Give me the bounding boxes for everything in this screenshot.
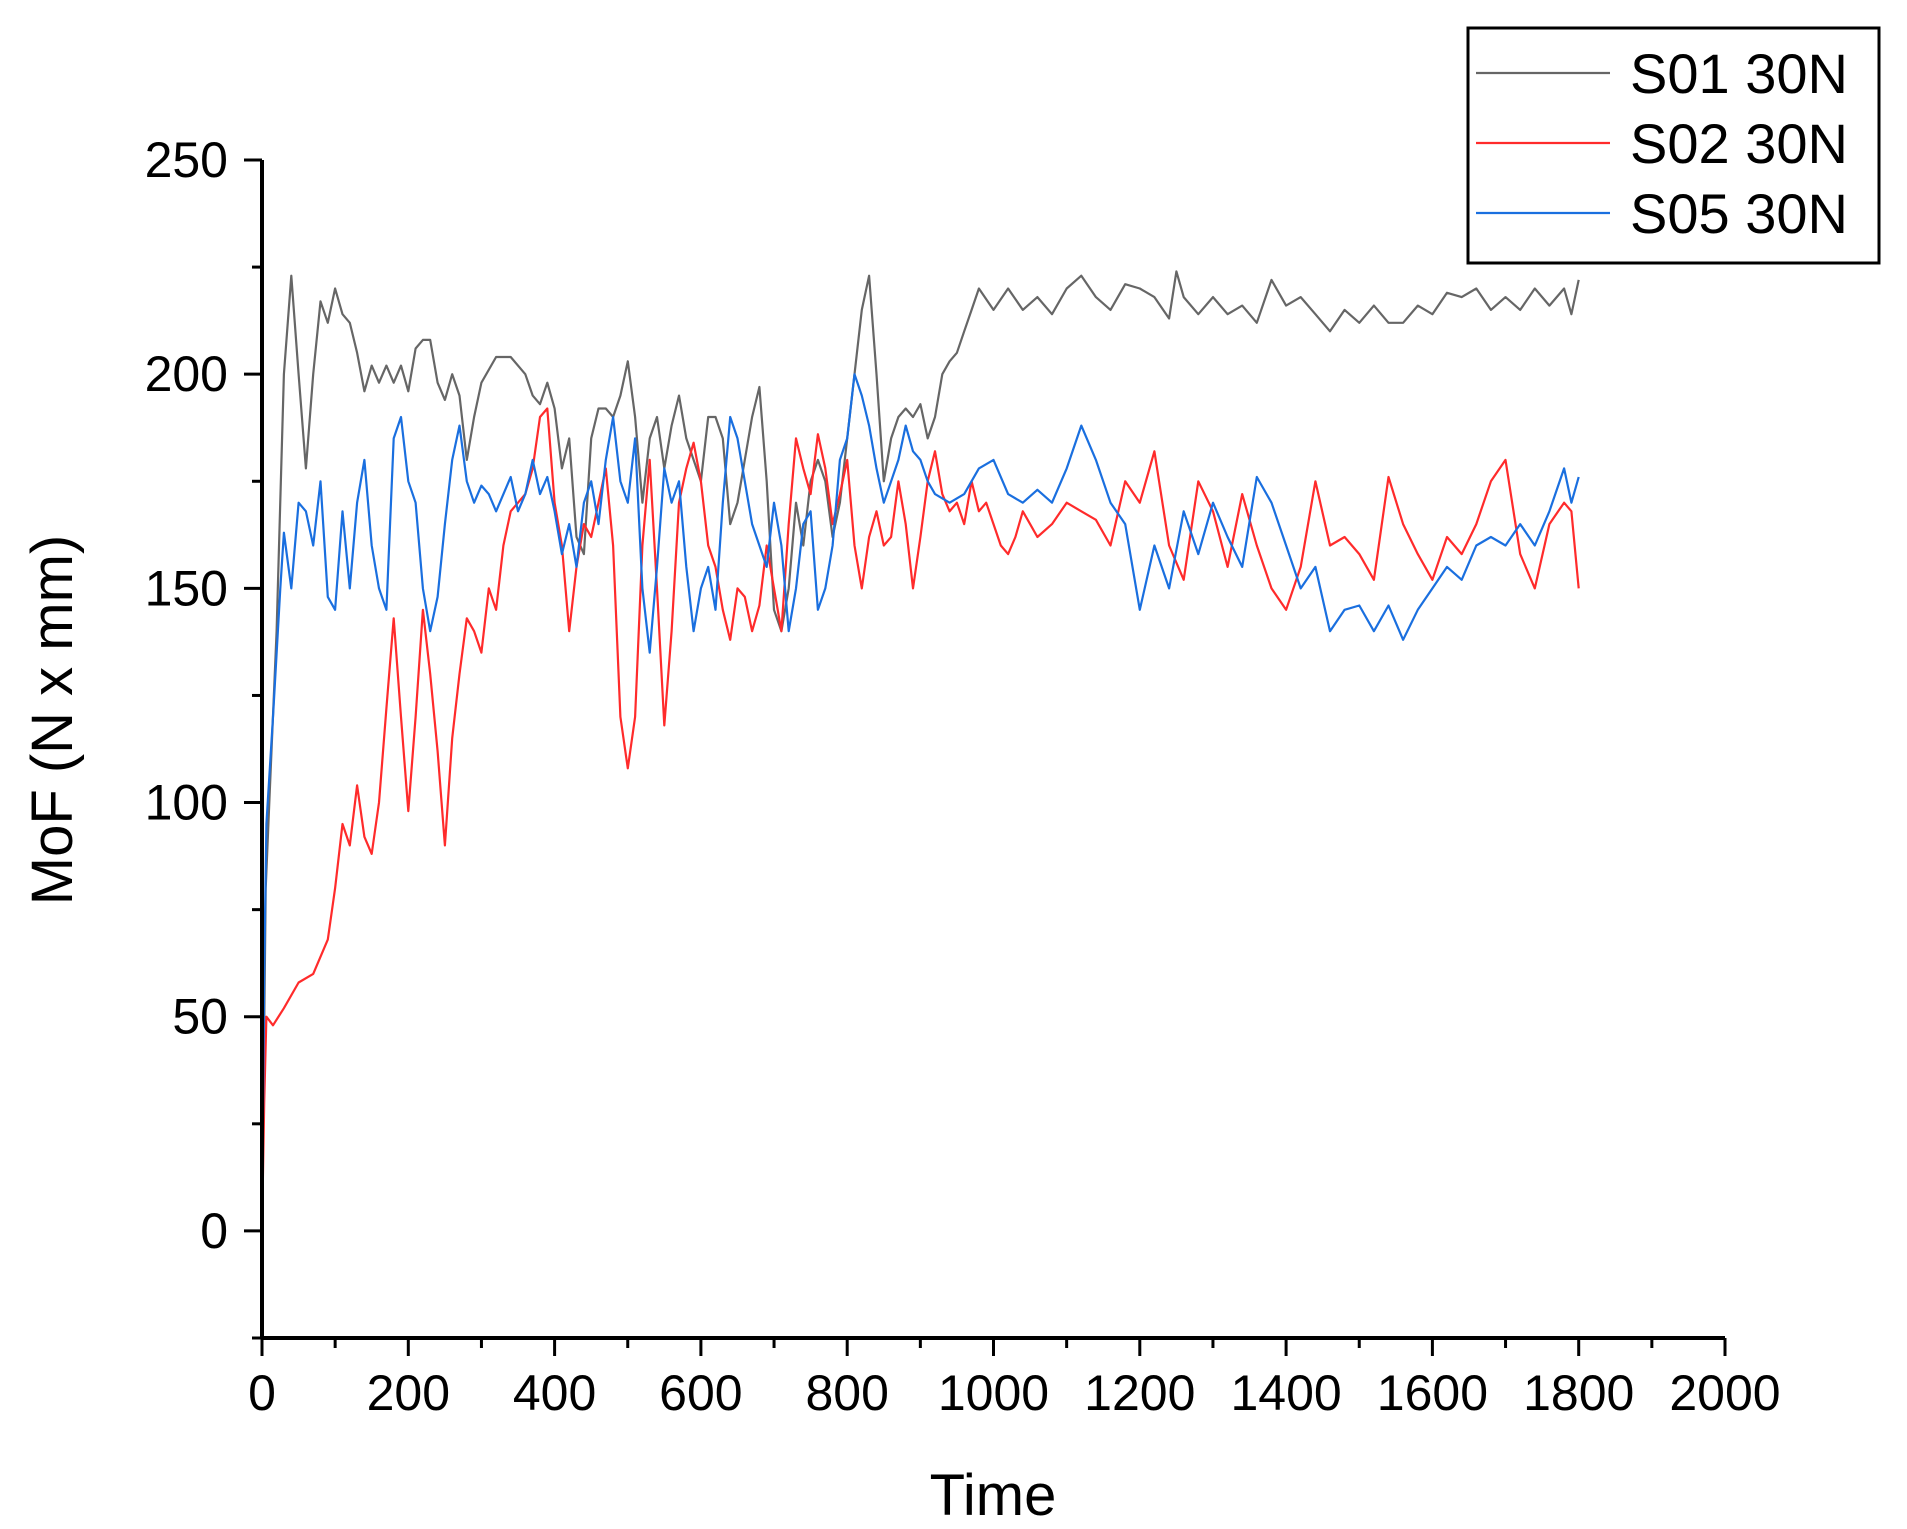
- x-tick-label: 2000: [1669, 1365, 1780, 1421]
- series-line-2: [260, 407, 1580, 1231]
- x-tick-label: 1200: [1084, 1365, 1195, 1421]
- x-tick-label: 1800: [1523, 1365, 1634, 1421]
- y-tick-label: 250: [145, 132, 228, 188]
- legend-box: [1466, 26, 1881, 265]
- y-tick-label: 200: [145, 346, 228, 402]
- legend-label-1: S01 30N: [1630, 42, 1848, 105]
- y-tick-label: 50: [172, 989, 228, 1045]
- x-tick-label: 1400: [1230, 1365, 1341, 1421]
- y-tick-label: 150: [145, 560, 228, 616]
- y-tick-label: 0: [200, 1203, 228, 1259]
- x-tick-label: 1600: [1377, 1365, 1488, 1421]
- x-tick-label: 800: [805, 1365, 888, 1421]
- x-tick-label: 600: [659, 1365, 742, 1421]
- legend-label-2: S02 30N: [1630, 112, 1848, 175]
- x-tick-label: 200: [367, 1365, 450, 1421]
- y-axis-title: MoF (N x mm): [20, 535, 85, 906]
- series-layer: [260, 270, 1580, 1231]
- y-tick-label: 100: [145, 775, 228, 831]
- legend-label-3: S05 30N: [1630, 182, 1848, 245]
- x-tick-label: 400: [513, 1365, 596, 1421]
- legend: S01 30N S02 30N S05 30N: [1466, 26, 1881, 265]
- series-line-3: [260, 373, 1580, 1231]
- axes-layer: 0 200 400 600 800 1000 1200 1400 1600 1800 2000 0 50…: [145, 132, 1781, 1421]
- x-axis-title: Time: [930, 1463, 1057, 1528]
- x-tick-label: 0: [248, 1365, 276, 1421]
- series-line-1: [260, 270, 1580, 1231]
- x-tick-label: 1000: [938, 1365, 1049, 1421]
